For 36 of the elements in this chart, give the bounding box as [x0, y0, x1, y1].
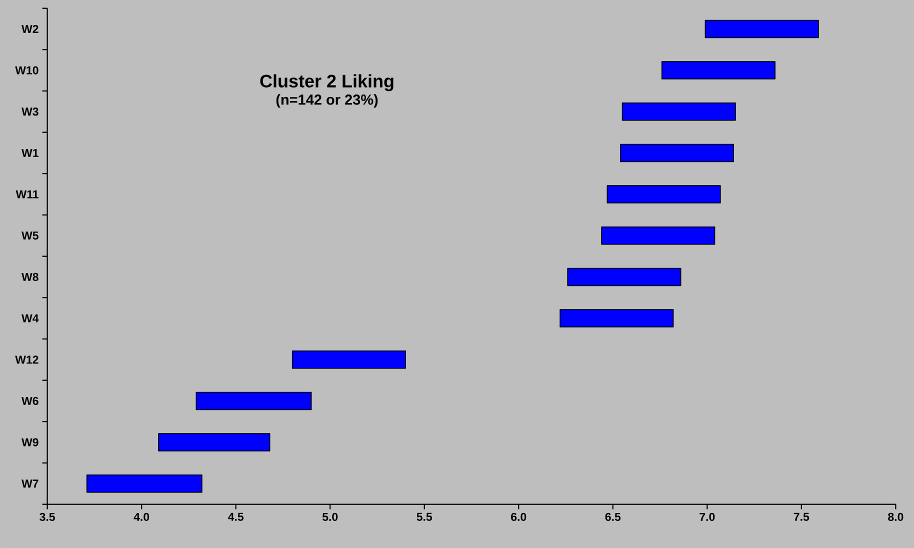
y-tick-label: W5: [22, 232, 38, 240]
y-tick-label: W12: [15, 356, 38, 364]
y-tick-label: W2: [22, 24, 38, 33]
bar: [704, 20, 819, 38]
bar: [567, 268, 682, 286]
y-tick-label: W10: [15, 66, 38, 74]
bar: [196, 392, 312, 410]
x-tick-label: 3.5: [40, 512, 55, 521]
x-tick-label: 8.0: [888, 512, 904, 521]
x-tick-label: 6.0: [511, 512, 526, 521]
bar: [622, 102, 736, 121]
x-tick-label: 4.0: [134, 512, 150, 521]
bar: [86, 474, 202, 493]
y-tick-label: W9: [22, 438, 38, 446]
bar: [292, 350, 406, 369]
x-tick-label: 7.5: [794, 512, 810, 521]
y-tick-label: W1: [22, 149, 38, 157]
text: (n=142 or 23%): [276, 94, 378, 108]
y-tick-label: W7: [22, 480, 38, 488]
y-tick-label: W4: [22, 314, 39, 322]
x-tick-label: 6.5: [605, 512, 621, 521]
x-tick-label: 5.5: [416, 512, 432, 521]
text: Cluster 2 Liking: [260, 74, 394, 92]
y-tick-label: W6: [22, 396, 38, 406]
bar: [620, 144, 734, 162]
y-tick-label: W11: [16, 190, 38, 198]
bar: [606, 185, 721, 204]
bar: [560, 309, 674, 328]
x-tick-label: 4.5: [228, 512, 244, 521]
bar: [601, 226, 716, 245]
x-tick-label: 7.0: [700, 512, 715, 521]
y-tick-label: W3: [22, 108, 38, 116]
bar: [158, 433, 270, 452]
bar: [661, 61, 776, 80]
x-tick-label: 5.0: [322, 512, 338, 521]
y-tick-label: W8: [22, 272, 38, 282]
